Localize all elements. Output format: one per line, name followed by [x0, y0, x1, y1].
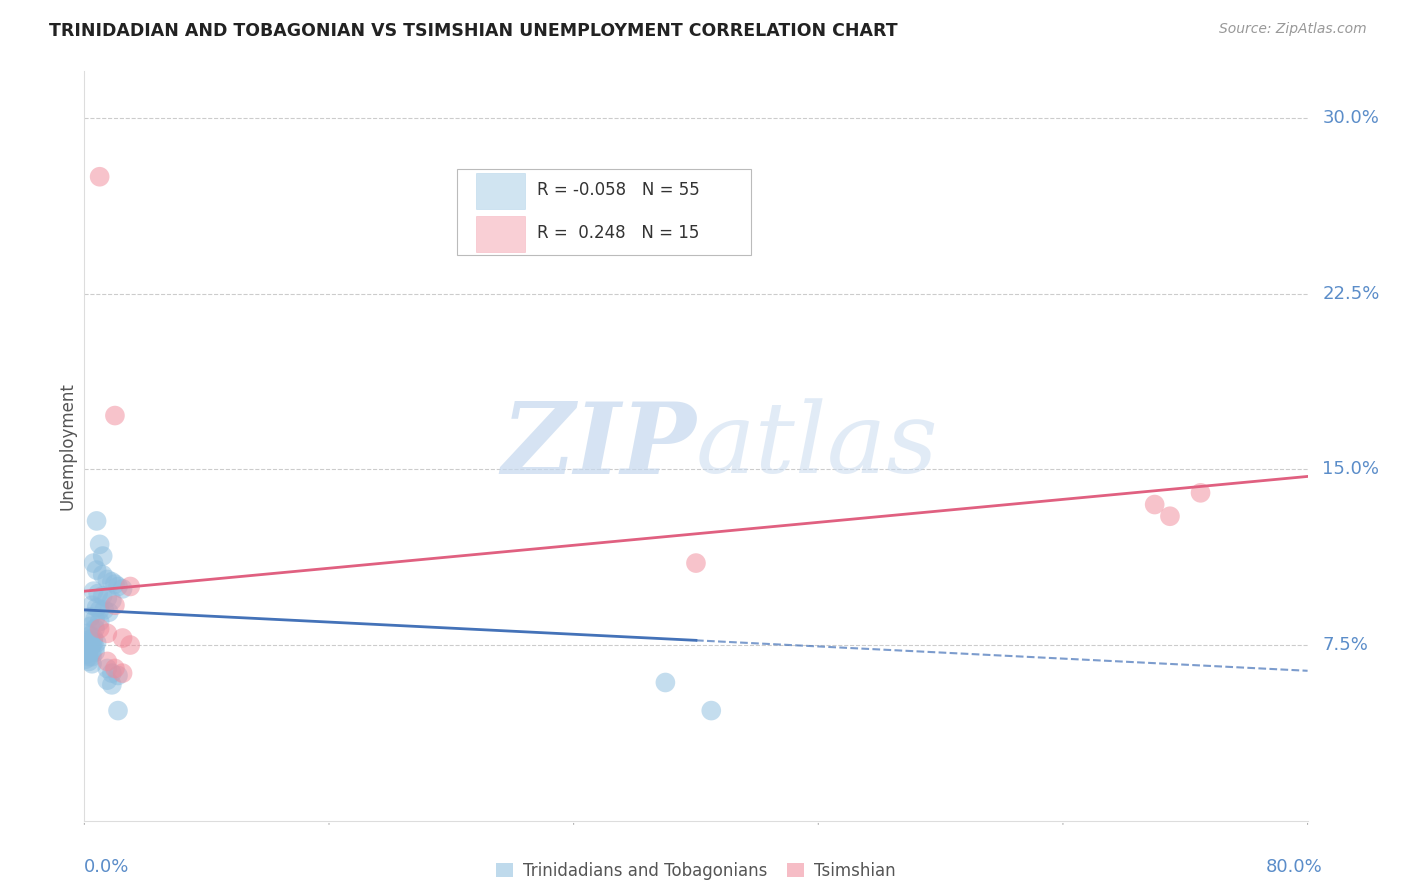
Text: R = -0.058   N = 55: R = -0.058 N = 55	[537, 181, 700, 199]
Point	[1143, 498, 1166, 512]
Point	[83, 584, 105, 599]
Point	[120, 580, 142, 594]
Y-axis label: Unemployment: Unemployment	[58, 382, 76, 510]
Point	[76, 626, 98, 640]
Text: 7.5%: 7.5%	[1322, 636, 1368, 654]
Point	[86, 635, 108, 649]
Point	[77, 649, 100, 664]
Point	[77, 642, 100, 657]
Point	[1189, 485, 1212, 500]
Point	[107, 580, 129, 594]
Text: R =  0.248   N = 15: R = 0.248 N = 15	[537, 225, 699, 243]
Point	[120, 638, 142, 652]
Text: Source: ZipAtlas.com: Source: ZipAtlas.com	[1219, 22, 1367, 37]
Point	[84, 622, 107, 636]
Text: TRINIDADIAN AND TOBAGONIAN VS TSIMSHIAN UNEMPLOYMENT CORRELATION CHART: TRINIDADIAN AND TOBAGONIAN VS TSIMSHIAN …	[49, 22, 898, 40]
Point	[80, 599, 103, 613]
Point	[79, 633, 101, 648]
Text: ZIP: ZIP	[501, 398, 696, 494]
Point	[101, 666, 124, 681]
FancyBboxPatch shape	[475, 216, 524, 252]
Point	[96, 573, 118, 587]
Point	[104, 661, 127, 675]
Point	[76, 633, 98, 648]
Point	[77, 655, 100, 669]
Text: 0.0%: 0.0%	[84, 858, 129, 876]
Point	[80, 649, 103, 664]
Point	[654, 675, 676, 690]
Text: 80.0%: 80.0%	[1265, 858, 1322, 876]
Point	[104, 577, 127, 591]
Point	[97, 605, 120, 619]
Point	[96, 673, 118, 688]
Legend: Trinidadians and Tobagonians, Tsimshian: Trinidadians and Tobagonians, Tsimshian	[496, 862, 896, 880]
Point	[1159, 509, 1181, 524]
Point	[685, 556, 707, 570]
Text: atlas: atlas	[696, 399, 939, 493]
FancyBboxPatch shape	[475, 173, 524, 209]
Point	[87, 586, 110, 600]
Point	[101, 593, 124, 607]
Point	[111, 582, 134, 596]
Point	[79, 629, 101, 643]
Point	[86, 563, 108, 577]
Point	[89, 622, 111, 636]
Point	[89, 537, 111, 551]
Point	[86, 514, 108, 528]
Point	[111, 666, 134, 681]
Point	[75, 648, 97, 662]
Point	[101, 678, 124, 692]
Point	[111, 631, 134, 645]
Point	[80, 645, 103, 659]
Point	[91, 567, 114, 582]
Point	[84, 645, 107, 659]
Point	[83, 631, 105, 645]
Point	[96, 591, 118, 606]
Point	[86, 600, 108, 615]
Point	[96, 655, 118, 669]
Point	[700, 704, 723, 718]
FancyBboxPatch shape	[457, 169, 751, 255]
Point	[93, 603, 115, 617]
Point	[80, 657, 103, 671]
Point	[91, 549, 114, 563]
Point	[84, 640, 107, 655]
Point	[104, 599, 127, 613]
Text: 22.5%: 22.5%	[1322, 285, 1379, 302]
Point	[89, 615, 111, 629]
Point	[89, 603, 111, 617]
Point	[96, 661, 118, 675]
Point	[77, 638, 100, 652]
Point	[101, 574, 124, 589]
Point	[91, 589, 114, 603]
Point	[89, 169, 111, 184]
Point	[75, 642, 97, 657]
Point	[83, 635, 105, 649]
Point	[84, 612, 107, 626]
Point	[107, 668, 129, 682]
Point	[83, 556, 105, 570]
Point	[79, 610, 101, 624]
Point	[107, 704, 129, 718]
Point	[75, 638, 97, 652]
Point	[104, 409, 127, 423]
Point	[79, 619, 101, 633]
Text: 15.0%: 15.0%	[1322, 460, 1379, 478]
Point	[96, 626, 118, 640]
Point	[80, 638, 103, 652]
Text: 30.0%: 30.0%	[1322, 109, 1379, 128]
Point	[75, 652, 97, 666]
